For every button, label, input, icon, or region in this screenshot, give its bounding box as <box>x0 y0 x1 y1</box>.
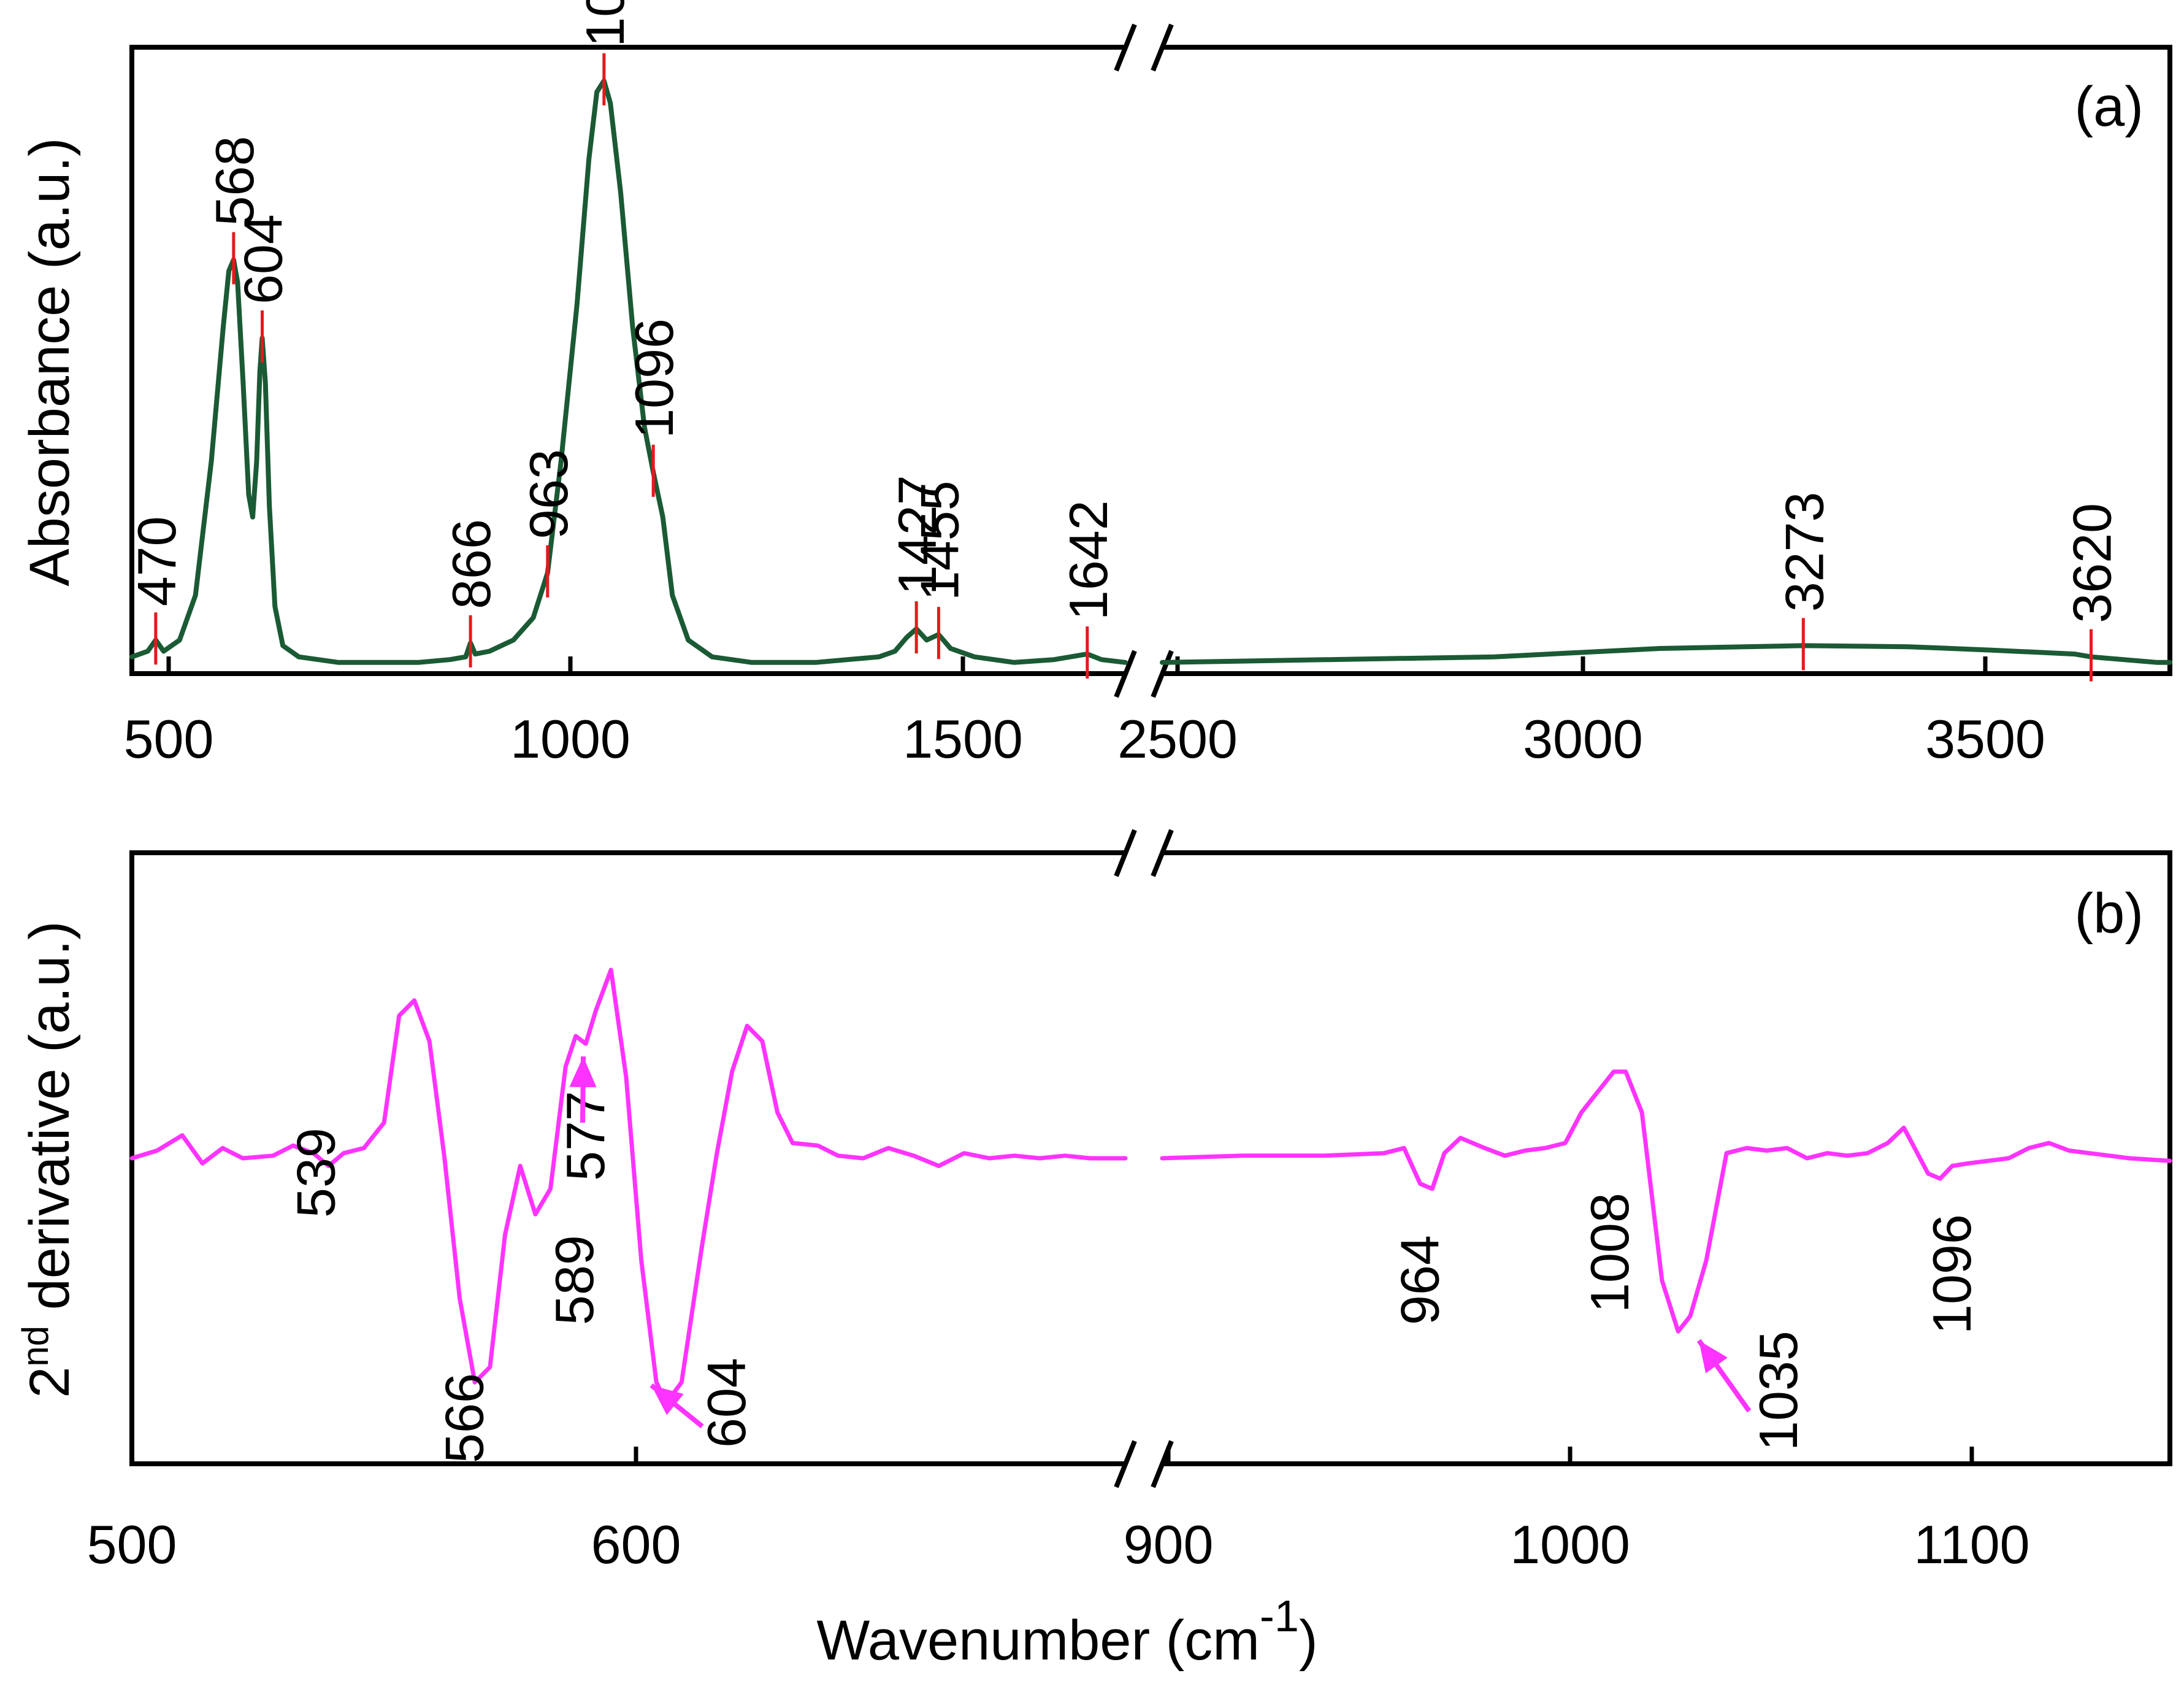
peak-label: 1034 <box>575 0 635 47</box>
panel-b-ticks <box>129 1447 1974 1464</box>
panel-b-break-bottom <box>1114 1440 1174 1488</box>
derivative-label: 1008 <box>1579 1193 1640 1313</box>
peak-label: 470 <box>126 516 187 606</box>
panel-a-series <box>129 78 2172 665</box>
series-line-segment <box>129 78 1128 665</box>
derivative-label: 539 <box>286 1128 347 1218</box>
series-line-segment <box>129 967 1128 1405</box>
derivative-label: 566 <box>434 1373 495 1463</box>
peak-label: 1455 <box>909 480 970 601</box>
derivative-label: 1035 <box>1748 1331 1809 1451</box>
derivative-label: 577 <box>555 1091 616 1181</box>
panel-a-tick-label: 500 <box>124 709 214 769</box>
derivative-label: 964 <box>1390 1235 1450 1325</box>
peak-label: 1427 <box>887 475 948 595</box>
panel-a: 500 1000 1500 2500 3000 3500 Absorbance … <box>18 0 2172 769</box>
peak-label: 3620 <box>2062 503 2123 623</box>
panel-b-series <box>129 967 2172 1405</box>
panel-b-annotations: 539 566 589 577 604 964 1008 1035 1096 <box>286 1056 1982 1463</box>
panel-b-tick-label: 500 <box>87 1514 177 1575</box>
panel-a-tick-label: 3500 <box>1925 709 2045 769</box>
peak-label: 604 <box>233 214 294 304</box>
panel-b-frame-left <box>129 850 1125 1466</box>
panel-b: 500 600 900 1000 1100 2nd derivative (a.… <box>15 829 2172 1672</box>
series-line-segment <box>1160 643 2172 665</box>
panel-a-break-top <box>1114 23 1174 72</box>
panel-b-tick-label: 1000 <box>1510 1514 1630 1575</box>
panel-b-break-top <box>1114 829 1174 877</box>
derivative-label: 589 <box>544 1235 605 1325</box>
peak-label: 1642 <box>1058 500 1119 620</box>
panel-b-tick-label: 1100 <box>1914 1514 2029 1575</box>
annotation-arrow-head <box>651 1385 684 1415</box>
annotation-arrow-head <box>569 1056 597 1088</box>
derivative-label: 604 <box>696 1358 757 1448</box>
panel-a-ylabel: Absorbance (a.u.) <box>18 137 81 586</box>
panel-a-break-bottom <box>1114 650 1174 698</box>
peak-label: 866 <box>441 519 502 609</box>
panel-b-ylabel: 2nd derivative (a.u.) <box>15 921 81 1398</box>
panel-a-tag: (a) <box>2075 75 2144 138</box>
panel-a-ticks <box>166 656 1988 674</box>
panel-a-tick-label: 1000 <box>510 709 630 769</box>
panel-b-tag: (b) <box>2075 882 2144 945</box>
series-line-segment <box>1160 1069 2172 1334</box>
peak-label: 3273 <box>1774 492 1834 612</box>
panel-a-tick-label: 2500 <box>1117 709 1238 769</box>
peak-label: 1096 <box>624 318 684 439</box>
peak-label: 963 <box>518 449 579 539</box>
panel-a-frame-right <box>1162 45 2172 676</box>
annotation-arrow-head <box>1699 1340 1728 1374</box>
panel-a-tick-label: 1500 <box>903 709 1023 769</box>
panel-b-tick-label: 900 <box>1124 1514 1214 1575</box>
derivative-label: 1096 <box>1922 1214 1982 1334</box>
panel-a-frame-left <box>129 45 1125 676</box>
panel-b-xlabel: Wavenumber (cm-1) <box>816 1592 1317 1672</box>
panel-a-tick-label: 3000 <box>1523 709 1643 769</box>
peak-label: 568 <box>204 136 265 226</box>
panel-b-tick-label: 600 <box>591 1514 681 1575</box>
panel-b-frame-right <box>1162 850 2172 1466</box>
